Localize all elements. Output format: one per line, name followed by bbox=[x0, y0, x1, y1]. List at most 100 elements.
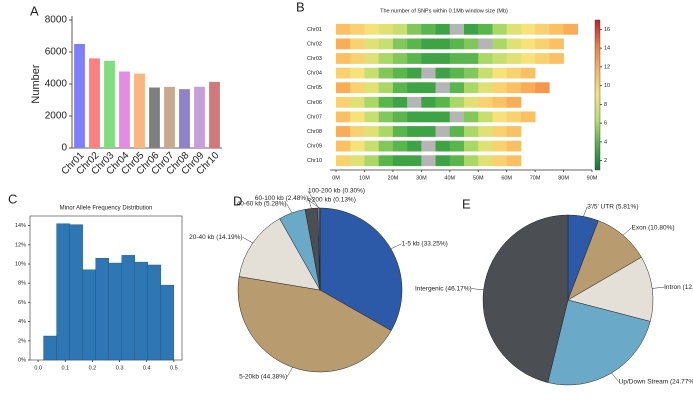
leader-line bbox=[286, 203, 293, 214]
missing-cell bbox=[449, 23, 465, 35]
heat-cell bbox=[378, 38, 394, 50]
heat-cell bbox=[364, 82, 379, 94]
histogram-bar bbox=[43, 335, 57, 361]
heat-cell bbox=[350, 38, 365, 50]
row-label: Chr02 bbox=[307, 41, 322, 47]
slice-label: 1-5 kb (33.25%) bbox=[402, 241, 448, 248]
heat-cell bbox=[549, 23, 564, 35]
histogram-bar bbox=[69, 224, 83, 361]
heat-cell bbox=[421, 23, 436, 35]
panel-label: C bbox=[8, 191, 17, 206]
y-tick-label: 4% bbox=[18, 319, 26, 325]
slice-label: 3'/5' UTR (5.81%) bbox=[587, 203, 638, 210]
heat-cell bbox=[492, 67, 507, 79]
y-tick-label: 0% bbox=[18, 357, 26, 363]
heat-cell bbox=[464, 155, 479, 167]
missing-cell bbox=[435, 126, 451, 137]
heat-cell bbox=[492, 155, 507, 167]
slice-label: 40-60 kb (5.28%) bbox=[237, 200, 287, 207]
y-axis-label: Number bbox=[30, 64, 42, 103]
x-tick-label: 70M bbox=[530, 175, 541, 181]
heat-cell bbox=[492, 126, 507, 137]
row-label: Chr10 bbox=[307, 158, 322, 164]
leader-line bbox=[652, 286, 665, 289]
heat-cell bbox=[520, 67, 536, 79]
heat-cell bbox=[336, 53, 351, 64]
y-tick-label: 2000 bbox=[45, 111, 68, 122]
histogram-bar bbox=[121, 255, 135, 361]
heat-cell bbox=[520, 38, 536, 50]
slice-label: 60-100 kb (2.48%) bbox=[255, 195, 308, 202]
heat-cell bbox=[449, 96, 465, 108]
heat-cell bbox=[407, 155, 422, 167]
pie-slice bbox=[237, 276, 392, 373]
heat-cell bbox=[478, 111, 493, 123]
heat-cell bbox=[364, 111, 379, 123]
heat-cell bbox=[563, 23, 579, 35]
heat-cell bbox=[520, 23, 536, 35]
leader-line bbox=[307, 190, 319, 209]
row-label: Chr04 bbox=[307, 71, 322, 77]
slice-label: >200 kb (0.13%) bbox=[308, 197, 356, 204]
heat-cell bbox=[421, 126, 436, 137]
heat-cell bbox=[478, 126, 493, 137]
row-label: Chr05 bbox=[307, 85, 322, 91]
heat-cell bbox=[378, 126, 394, 137]
heat-cell bbox=[449, 126, 465, 137]
histogram-bar bbox=[147, 264, 162, 361]
heat-cell bbox=[449, 155, 465, 167]
heat-cell bbox=[378, 82, 394, 94]
heat-cell bbox=[378, 67, 394, 79]
y-tick-label: 6000 bbox=[45, 47, 68, 58]
heat-cell bbox=[506, 38, 522, 50]
pie-slice bbox=[319, 207, 403, 331]
heat-cell bbox=[407, 140, 422, 152]
slice-label: Up/Down Stream (24.77%) bbox=[619, 378, 693, 385]
panel-label: E bbox=[462, 196, 471, 211]
x-tick-label: 90M bbox=[587, 175, 598, 181]
slice-label: Exon (10.80%) bbox=[632, 224, 675, 231]
row-label: Chr09 bbox=[307, 144, 322, 150]
heat-cell bbox=[449, 140, 465, 152]
heat-cell bbox=[464, 82, 479, 94]
heat-cell bbox=[350, 23, 365, 35]
heat-cell bbox=[336, 111, 351, 123]
missing-cell bbox=[421, 67, 436, 79]
heat-cell bbox=[350, 82, 365, 94]
x-tick-label: 0.2 bbox=[89, 365, 97, 371]
heat-cell bbox=[407, 67, 422, 79]
heat-cell bbox=[435, 23, 451, 35]
heat-cell bbox=[350, 67, 365, 79]
leader-line bbox=[308, 198, 312, 209]
x-tick-label: 0.4 bbox=[143, 365, 151, 371]
heat-cell bbox=[435, 96, 451, 108]
heat-cell bbox=[520, 82, 536, 94]
leader-line bbox=[286, 367, 293, 377]
heat-cell bbox=[392, 111, 408, 123]
x-tick-label: 10M bbox=[359, 175, 370, 181]
heat-cell bbox=[464, 140, 479, 152]
y-tick-label: 8000 bbox=[45, 15, 68, 26]
heat-cell bbox=[407, 126, 422, 137]
heat-cell bbox=[336, 126, 351, 137]
y-tick-label: 2% bbox=[18, 338, 26, 344]
heat-cell bbox=[492, 38, 507, 50]
heat-cell bbox=[392, 140, 408, 152]
heat-cell bbox=[506, 126, 522, 137]
heat-cell bbox=[350, 111, 365, 123]
slice-label: 20-40 kb (14.19%) bbox=[189, 234, 242, 241]
heat-cell bbox=[336, 140, 351, 152]
x-tick-label: 80M bbox=[558, 175, 569, 181]
row-label: Chr03 bbox=[307, 56, 322, 62]
heat-cell bbox=[392, 155, 408, 167]
heat-cell bbox=[364, 140, 379, 152]
row-label: Chr06 bbox=[307, 100, 322, 106]
heat-cell bbox=[336, 38, 351, 50]
heat-cell bbox=[421, 38, 436, 50]
bar bbox=[134, 73, 145, 148]
leader-line bbox=[471, 288, 484, 291]
x-tick-label: 0.1 bbox=[61, 365, 69, 371]
bar bbox=[119, 71, 130, 148]
heat-cell bbox=[464, 53, 479, 64]
